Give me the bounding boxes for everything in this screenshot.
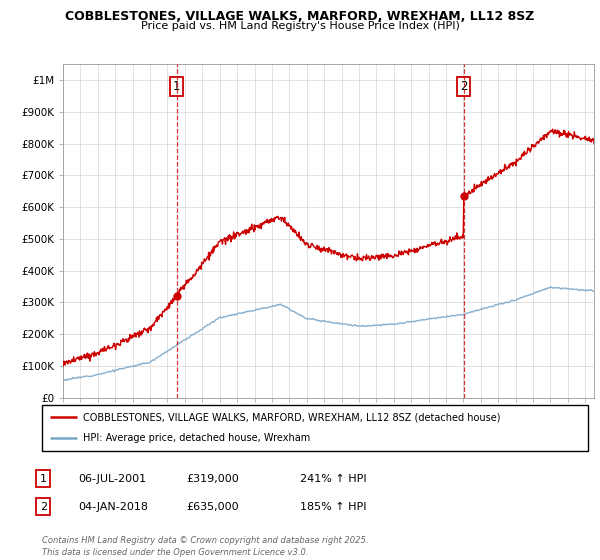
Text: Contains HM Land Registry data © Crown copyright and database right 2025.
This d: Contains HM Land Registry data © Crown c… — [42, 536, 368, 557]
Text: £635,000: £635,000 — [186, 502, 239, 512]
Text: 06-JUL-2001: 06-JUL-2001 — [78, 474, 146, 484]
Text: 04-JAN-2018: 04-JAN-2018 — [78, 502, 148, 512]
Text: Price paid vs. HM Land Registry's House Price Index (HPI): Price paid vs. HM Land Registry's House … — [140, 21, 460, 31]
Text: £319,000: £319,000 — [186, 474, 239, 484]
Text: 1: 1 — [40, 474, 47, 484]
Text: COBBLESTONES, VILLAGE WALKS, MARFORD, WREXHAM, LL12 8SZ (detached house): COBBLESTONES, VILLAGE WALKS, MARFORD, WR… — [83, 412, 500, 422]
Text: 2: 2 — [40, 502, 47, 512]
Text: 2: 2 — [460, 80, 467, 94]
Text: COBBLESTONES, VILLAGE WALKS, MARFORD, WREXHAM, LL12 8SZ: COBBLESTONES, VILLAGE WALKS, MARFORD, WR… — [65, 10, 535, 23]
Text: HPI: Average price, detached house, Wrexham: HPI: Average price, detached house, Wrex… — [83, 433, 310, 444]
Text: 241% ↑ HPI: 241% ↑ HPI — [300, 474, 367, 484]
Text: 1: 1 — [173, 80, 180, 94]
Text: 185% ↑ HPI: 185% ↑ HPI — [300, 502, 367, 512]
